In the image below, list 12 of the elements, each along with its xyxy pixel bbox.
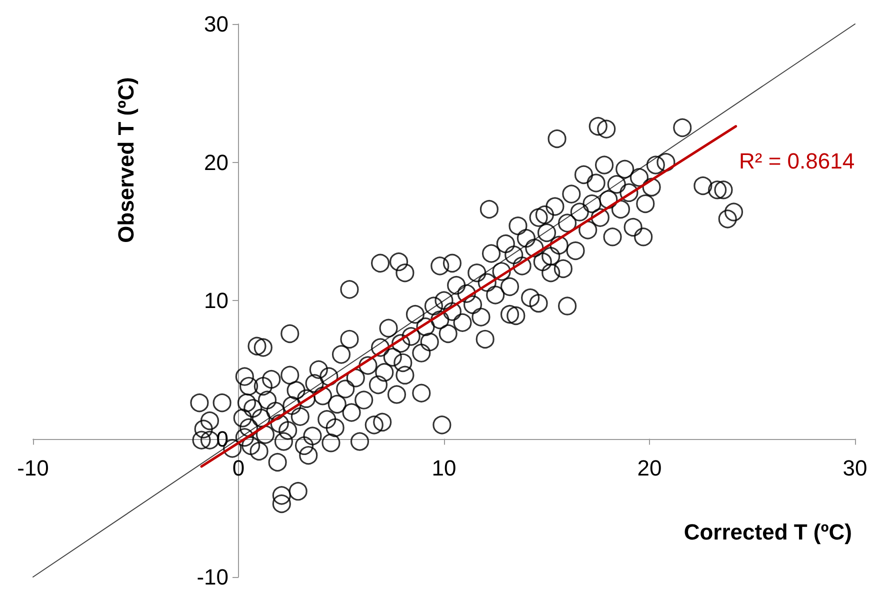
y-tick-label: 10: [204, 288, 228, 313]
x-axis-title: Corrected T (ºC): [684, 520, 852, 544]
annotation: R² = 0.8614: [739, 148, 855, 174]
y-tick-label: -10: [196, 564, 228, 590]
y-axis-title: Observed T (ºC): [114, 77, 138, 243]
x-tick-label: 10: [432, 455, 456, 480]
x-tick-label: -10: [17, 455, 49, 480]
y-tick-label: 20: [204, 150, 228, 175]
y-tick-label: 30: [204, 12, 228, 36]
x-tick-label: 30: [842, 455, 868, 480]
x-tick-label: 20: [637, 455, 662, 480]
x-tick-label: 0: [232, 455, 245, 480]
